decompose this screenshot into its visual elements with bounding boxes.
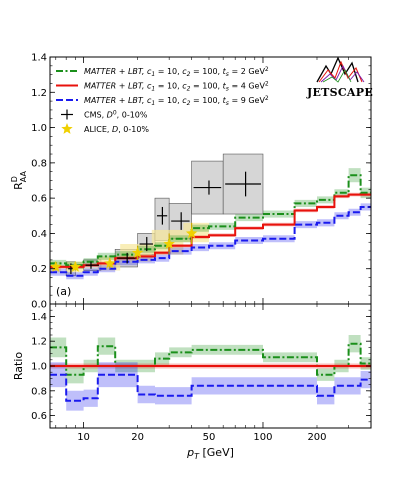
upper-model-bands [50, 168, 371, 280]
lower-ytick-label-4: 1.4 [31, 312, 47, 323]
panel-annotation: (a) [56, 285, 71, 298]
lower-ratio-lines [50, 342, 371, 402]
upper-ytick-label-1: 0.2 [31, 264, 47, 275]
upper-ytick-label-3: 0.6 [31, 194, 47, 205]
data-point-alice-5 [185, 227, 198, 239]
logo-peaks-green [322, 69, 352, 83]
lower-y-axis-label: Ratio [12, 352, 25, 381]
legend-label-alice: ALICE, D, 0-10% [84, 125, 149, 134]
data-point-alice-1 [69, 260, 82, 272]
upper-line-series-2 [50, 206, 371, 277]
upper-ytick-label-6: 1.2 [31, 88, 47, 99]
upper-data-points [50, 171, 261, 275]
lower-ytick-label-2: 1.0 [31, 362, 47, 373]
data-point-alice-4 [163, 238, 175, 249]
upper-ytick-label-5: 1.0 [31, 123, 47, 134]
legend-label-0: MATTER + LBT, c1 = 10, c2 = 100, ts = 2 … [84, 66, 269, 78]
xlabel-sub: T [194, 452, 200, 461]
lower-band-series-0 [50, 335, 371, 384]
ylabel-R: R [12, 182, 25, 190]
xlabel-p: p [186, 446, 194, 459]
upper-band-series-2 [50, 203, 371, 280]
lower-line-series-2 [50, 373, 371, 402]
x-axis-label: pT [GeV] [186, 446, 234, 461]
legend-label-1: MATTER + LBT, c1 = 10, c2 = 100, ts = 4 … [84, 81, 269, 93]
ylabel-sub: AA [19, 171, 28, 183]
lower-panel: 0.6 0.8 1.0 1.2 1.4 10 20 50 100 200 Ratio pT [G… [12, 303, 372, 461]
xtick-label-0: 10 [77, 432, 90, 443]
legend: MATTER + LBT, c1 = 10, c2 = 100, ts = 2 … [56, 66, 269, 134]
xtick-label-2: 50 [203, 432, 216, 443]
logo-peaks-purple [320, 64, 365, 83]
xtick-label-3: 100 [253, 432, 272, 443]
xtick-label-1: 20 [131, 432, 144, 443]
upper-panel: 0.0 0.2 0.4 0.6 0.8 1.0 1.2 1.4 RDAA (a) MATTER… [10, 53, 373, 311]
legend-alice-star [61, 123, 73, 134]
xtick-label-4: 200 [307, 432, 326, 443]
data-point-alice-2 [104, 257, 116, 269]
lower-ytick-label-0: 0.6 [31, 411, 47, 422]
lower-ytick-label-3: 1.2 [31, 337, 47, 348]
upper-ytick-label-4: 0.8 [31, 158, 47, 169]
upper-line-series-1 [50, 193, 371, 268]
upper-y-ticks: 0.0 0.2 0.4 0.6 0.8 1.0 1.2 1.4 [31, 53, 371, 311]
legend-label-cms: CMS, D0, 0-10% [84, 110, 148, 120]
logo-text: JETSCAPE [306, 86, 373, 99]
logo-peaks-black [316, 56, 359, 83]
legend-label-2: MATTER + LBT, c1 = 10, c2 = 100, ts = 9 … [84, 95, 269, 107]
data-point-alice-3 [131, 246, 144, 258]
upper-model-lines [50, 174, 371, 277]
upper-ytick-label-0: 0.0 [31, 300, 47, 311]
ylabel-sup: D [10, 176, 19, 182]
jetscape-logo: JETSCAPE [306, 56, 373, 99]
upper-y-axis-label: RDAA [10, 171, 28, 190]
xlabel-unit: [GeV] [199, 446, 234, 459]
upper-ytick-label-2: 0.4 [31, 229, 47, 240]
lower-x-ticks: 10 20 50 100 200 [55, 304, 372, 443]
lower-y-ticks: 0.6 0.8 1.0 1.2 1.4 [31, 303, 371, 429]
lower-ytick-label-1: 0.8 [31, 386, 47, 397]
upper-ytick-label-7: 1.4 [31, 53, 47, 64]
logo-peaks-red [318, 60, 363, 83]
